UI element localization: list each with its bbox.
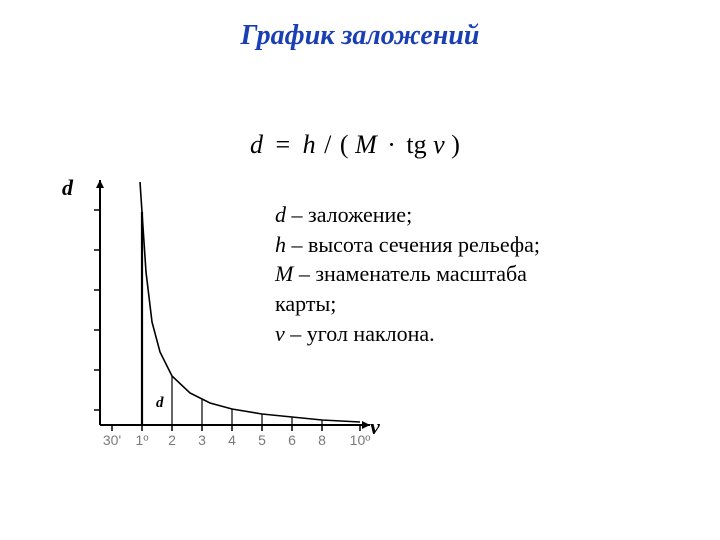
inner-d-label: d xyxy=(156,395,164,411)
formula-nu: ν xyxy=(433,130,445,159)
formula-h: h xyxy=(303,130,316,159)
x-tick-label: 30' xyxy=(103,432,121,448)
x-tick-label: 1º xyxy=(136,432,149,448)
formula-tg: tg xyxy=(406,130,426,159)
formula-close: ) xyxy=(451,130,460,159)
x-tick-label: 3 xyxy=(198,432,206,448)
x-tick-label: 2 xyxy=(168,432,176,448)
formula-slash: / xyxy=(322,130,333,159)
x-tick-label: 4 xyxy=(228,432,236,448)
page-title: График заложений xyxy=(0,0,720,52)
x-axis-arrow xyxy=(362,421,370,429)
formula-d: d xyxy=(250,130,263,159)
x-tick-label: 8 xyxy=(318,432,326,448)
formula-eq: = xyxy=(270,130,297,159)
y-axis-arrow xyxy=(96,180,104,188)
x-tick-label: 10º xyxy=(350,432,371,448)
formula: d = h / ( M · tg ν ) xyxy=(250,130,460,160)
incline-chart: 30' 1º 2 3 4 5 6 8 10º d xyxy=(70,180,380,470)
x-tick-label: 6 xyxy=(288,432,296,448)
formula-M: M xyxy=(355,130,377,159)
formula-dot: · xyxy=(383,130,400,159)
formula-open: ( xyxy=(340,130,349,159)
x-tick-label: 5 xyxy=(258,432,266,448)
curve xyxy=(140,182,360,422)
